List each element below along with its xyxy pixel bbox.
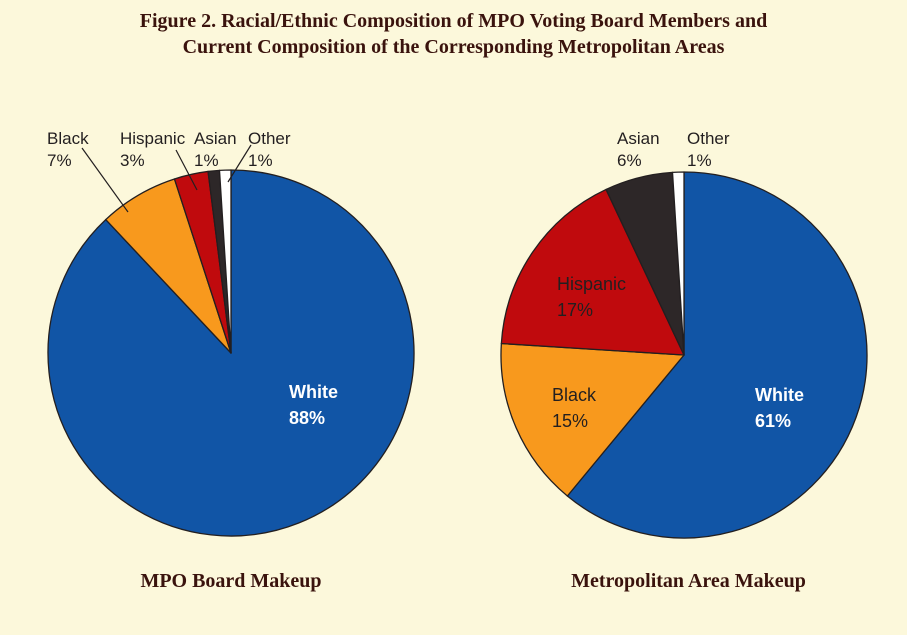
other-leader-line <box>227 144 252 183</box>
metro-area-label-hispanic: Hispanic 17% <box>557 271 626 323</box>
metro-area-label-other-name: Other <box>687 129 730 148</box>
metro-area-slice-black <box>500 342 685 497</box>
mpo-board-label-hispanic: Hispanic 3% <box>120 128 185 172</box>
metro-area-label-black-name: Black <box>552 385 597 405</box>
mpo-board-label-hispanic-value: 3% <box>120 151 145 170</box>
figure-title-line2: Current Composition of the Corresponding… <box>182 36 725 58</box>
mpo-board-label-white-name: White <box>289 382 338 402</box>
mpo-board-slice-other <box>218 169 232 354</box>
mpo-board-label-asian-value: 1% <box>194 151 219 170</box>
metro-area-label-asian-value: 6% <box>617 151 642 170</box>
mpo-board-label-other: Other 1% <box>248 128 291 172</box>
mpo-board-label-white-value: 88% <box>289 408 326 428</box>
metro-area-label-other-value: 1% <box>687 151 712 170</box>
metro-area-label-asian-name: Asian <box>617 129 660 148</box>
mpo-board-label-black: Black 7% <box>47 128 89 172</box>
metro-area-label-other: Other 1% <box>687 128 730 172</box>
mpo-board-label-other-name: Other <box>248 129 291 148</box>
mpo-board-label-asian: Asian 1% <box>194 128 237 172</box>
metro-area-label-white-value: 61% <box>755 411 792 431</box>
mpo-board-label-black-value: 7% <box>47 151 72 170</box>
mpo-board-label-black-name: Black <box>47 129 89 148</box>
metro-area-label-hispanic-value: 17% <box>557 300 594 320</box>
metro-area-label-hispanic-name: Hispanic <box>557 274 627 294</box>
metro-area-label-asian: Asian 6% <box>617 128 660 172</box>
figure-title-line1: Figure 2. Racial/Ethnic Composition of M… <box>139 10 768 32</box>
metro-area-label-black-value: 15% <box>552 411 589 431</box>
metro-area-slice-other <box>671 171 685 356</box>
mpo-board-label-white: White 88% <box>289 379 338 431</box>
metro-area-label-black: Black 15% <box>552 382 596 434</box>
metro-area-slice-white <box>566 171 868 539</box>
left-pie-caption: MPO Board Makeup <box>140 570 322 592</box>
figure-title: Figure 2. Racial/Ethnic Composition of M… <box>0 8 907 60</box>
mpo-board-label-other-value: 1% <box>248 151 273 170</box>
metro-area-slice-hispanic <box>500 188 685 356</box>
mpo-board-label-hispanic-name: Hispanic <box>120 129 186 148</box>
right-pie-caption: Metropolitan Area Makeup <box>571 570 806 592</box>
black-leader-line <box>81 147 129 213</box>
metro-area-label-white-name: White <box>755 385 804 405</box>
mpo-board-label-asian-name: Asian <box>194 129 237 148</box>
hispanic-leader-line <box>175 149 198 191</box>
metro-area-label-white: White 61% <box>755 382 804 434</box>
